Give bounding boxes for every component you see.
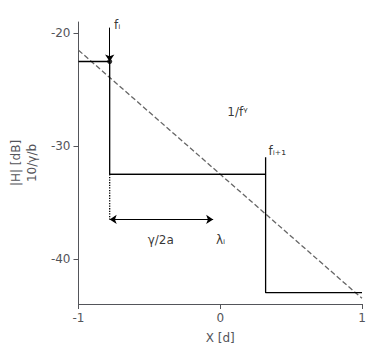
svg-text:0: 0 bbox=[216, 311, 224, 325]
svg-text:-30: -30 bbox=[51, 139, 71, 153]
svg-text:|H| [dB]: |H| [dB] bbox=[9, 140, 23, 186]
svg-text:1: 1 bbox=[358, 311, 366, 325]
svg-text:-20: -20 bbox=[51, 26, 71, 40]
svg-text:λᵢ: λᵢ bbox=[216, 233, 225, 247]
svg-text:10/γ/b: 10/γ/b bbox=[25, 144, 39, 182]
svg-text:-40: -40 bbox=[51, 252, 71, 266]
svg-text:-1: -1 bbox=[73, 311, 85, 325]
svg-text:fᵢ: fᵢ bbox=[114, 18, 120, 32]
svg-text:1/fᵞ: 1/fᵞ bbox=[227, 105, 248, 119]
svg-text:γ/2a: γ/2a bbox=[148, 233, 174, 247]
svg-text:fᵢ₊₁: fᵢ₊₁ bbox=[268, 144, 286, 158]
svg-text:X [d]: X [d] bbox=[206, 331, 235, 345]
